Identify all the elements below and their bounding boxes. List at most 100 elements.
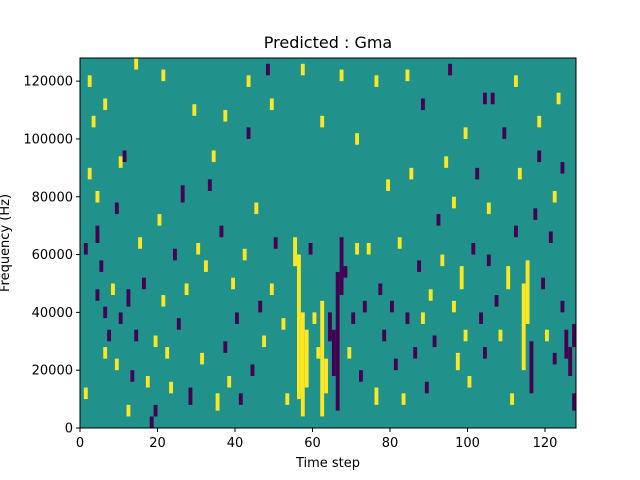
plot-frame — [79, 57, 577, 429]
y-tick-label: 80000 — [32, 190, 73, 205]
heatmap-cell-low — [207, 179, 212, 191]
heatmap-cell-high — [300, 312, 305, 417]
heatmap-cell-high — [452, 300, 456, 313]
heatmap-cell-low — [490, 92, 495, 105]
heatmap-cell-low — [103, 306, 108, 319]
heatmap-cell-low — [118, 312, 123, 324]
heatmap-cell-high — [537, 115, 542, 128]
heatmap-cell-low — [432, 335, 437, 348]
heatmap-cell-high — [138, 237, 143, 249]
heatmap-cell-high — [269, 98, 274, 111]
heatmap-cell-high — [269, 283, 274, 296]
heatmap-cell-high — [297, 254, 301, 400]
heatmap-cell-high — [184, 283, 189, 296]
heatmap-cell-high — [246, 75, 251, 87]
heatmap-cell-low — [486, 254, 491, 267]
heatmap-cell-high — [428, 289, 433, 301]
heatmap-cell-high — [111, 283, 115, 296]
x-tick-label: 100 — [455, 436, 480, 451]
heatmap-cell-high — [157, 214, 162, 226]
heatmap-cell-high — [91, 115, 96, 128]
heatmap-cell-high — [242, 248, 247, 261]
heatmap-cell-low — [424, 381, 429, 394]
heatmap-cell-low — [176, 318, 181, 330]
heatmap-cell-low — [533, 208, 538, 220]
heatmap-cell-low — [153, 404, 158, 417]
heatmap-cell-low — [339, 237, 344, 296]
heatmap-cell-low — [502, 127, 507, 139]
heatmap-cell-high — [200, 352, 205, 365]
heatmap-cell-low — [328, 312, 332, 342]
heatmap-cell-low — [359, 370, 363, 382]
heatmap-cells — [83, 58, 577, 428]
heatmap-cell-high — [103, 347, 108, 359]
heatmap-cell-high — [506, 266, 511, 290]
heatmap-cell-high — [517, 167, 522, 180]
heatmap-cell-high — [304, 329, 309, 388]
heatmap-cell-low — [362, 300, 367, 313]
heatmap-cell-low — [382, 329, 387, 342]
heatmap-cell-high — [374, 75, 379, 87]
heatmap-cell-high — [145, 375, 150, 388]
heatmap-cell-low — [475, 167, 480, 180]
y-tick-label: 40000 — [32, 306, 73, 321]
heatmap-cell-high — [498, 329, 503, 342]
heatmap-cell-low — [514, 225, 518, 238]
heatmap-cell-high — [455, 352, 460, 371]
heatmap-cell-high — [227, 375, 232, 388]
heatmap-cell-low — [142, 277, 146, 290]
heatmap-cell-high — [312, 312, 317, 324]
heatmap-cell-high — [444, 156, 449, 168]
heatmap-cell-high — [165, 347, 170, 359]
heatmap-cell-low — [246, 127, 251, 139]
heatmap-cell-high — [521, 283, 526, 371]
heatmap-cell-high — [134, 58, 139, 70]
heatmap-cell-high — [161, 295, 166, 307]
heatmap-cell-high — [281, 318, 286, 330]
heatmap-cell-low — [308, 243, 313, 255]
heatmap-cell-high — [386, 179, 391, 191]
heatmap-cell-low — [258, 300, 263, 313]
heatmap-cell-low — [417, 260, 422, 272]
heatmap-cell-low — [560, 162, 565, 174]
heatmap-cell-high — [463, 127, 468, 139]
heatmap-cell-high — [126, 404, 131, 417]
heatmap-cell-high — [397, 237, 402, 249]
heatmap-cell-low — [250, 364, 255, 376]
heatmap-cell-low — [564, 329, 569, 359]
heatmap-cell-low — [378, 283, 383, 296]
heatmap-cell-low — [343, 266, 348, 278]
heatmap-cell-high — [440, 254, 445, 267]
heatmap-cell-high — [293, 237, 298, 267]
heatmap-cell-high — [223, 110, 228, 122]
heatmap-cell-high — [320, 300, 325, 417]
heatmap-cell-high — [215, 393, 220, 411]
heatmap-cell-low — [541, 277, 546, 290]
x-tick-label: 80 — [382, 436, 399, 451]
heatmap-cell-low — [393, 358, 398, 371]
heatmap-cell-high — [161, 69, 166, 82]
heatmap-cell-low — [494, 295, 499, 307]
heatmap-cell-low — [436, 214, 441, 226]
y-tick-label: 20000 — [32, 364, 73, 379]
y-axis-label: Frequency (Hz) — [0, 194, 13, 292]
y-tick-label: 60000 — [32, 248, 73, 263]
heatmap-cell-low — [331, 329, 336, 376]
heatmap-cell-high — [262, 335, 267, 348]
heatmap-cell-high — [347, 347, 352, 359]
x-axis: 0 20 40 60 80 100 120 — [76, 428, 558, 451]
heatmap-cell-high — [316, 347, 321, 359]
heatmap-cell-high — [103, 98, 108, 111]
x-tick-label: 0 — [76, 436, 84, 451]
heatmap-cell-low — [149, 416, 154, 428]
heatmap-cell-low — [413, 347, 418, 359]
heatmap-cell-low — [83, 243, 88, 255]
x-tick-label: 40 — [227, 436, 244, 451]
heatmap-cell-high — [525, 260, 530, 324]
heatmap-cell-high — [452, 196, 456, 209]
x-tick-label: 20 — [149, 436, 166, 451]
heatmap-cell-high — [355, 133, 360, 145]
x-tick-label: 120 — [533, 436, 558, 451]
heatmap-cell-high — [285, 393, 290, 405]
